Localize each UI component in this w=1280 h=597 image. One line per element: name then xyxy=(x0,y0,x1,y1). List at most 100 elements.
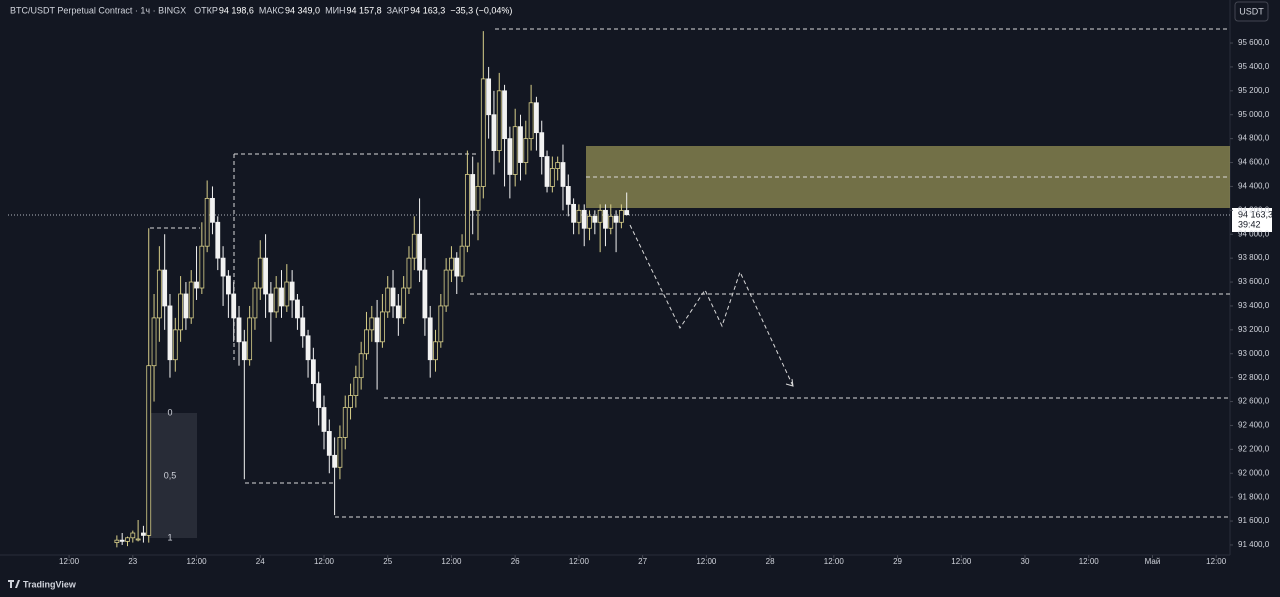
ohlc-key: МИН xyxy=(325,5,345,15)
currency-button[interactable] xyxy=(1234,1,1269,22)
x-tick-label: 29 xyxy=(893,557,902,566)
candle-body xyxy=(358,353,364,379)
candle-body xyxy=(178,293,183,331)
candle-body xyxy=(353,377,359,396)
change: −35,3 (−0,04%) xyxy=(450,5,512,15)
candle-body xyxy=(284,281,290,307)
x-tick-label: 12:00 xyxy=(314,557,335,566)
candle-body xyxy=(571,203,576,223)
ohlc-value: 94 349,0 xyxy=(285,5,320,15)
y-tick-label: 92 200,0 xyxy=(1238,444,1270,453)
candle-body xyxy=(125,537,130,542)
candle-body xyxy=(411,233,417,259)
candle-body xyxy=(162,269,168,307)
x-tick-label: 27 xyxy=(638,557,647,566)
candle-body xyxy=(518,126,523,163)
y-tick-label: 94 200,0 xyxy=(1238,205,1270,214)
candle-body xyxy=(194,281,199,289)
candle-body xyxy=(257,257,263,289)
countdown: 39:42 xyxy=(1238,219,1261,229)
candle-body xyxy=(539,132,545,157)
candle-body xyxy=(555,162,561,169)
candles xyxy=(114,31,630,548)
candle-body xyxy=(247,317,253,361)
candle-body xyxy=(321,407,327,432)
y-tick-label: 94 400,0 xyxy=(1238,182,1270,191)
ohlc-header: ОТКР 94 198,6 МАКС 94 349,0 МИН 94 157,8 ЗАКР 9… xyxy=(194,5,512,15)
candle-body xyxy=(119,539,125,542)
brand-name: TradingView xyxy=(23,579,77,589)
candle-body xyxy=(523,138,529,163)
x-tick-label: Май xyxy=(1145,557,1161,566)
candle-body xyxy=(587,215,592,229)
candle-body xyxy=(486,78,492,116)
candle-body xyxy=(475,186,481,211)
candle-body xyxy=(252,287,258,319)
candle-body xyxy=(135,538,141,541)
candle-body xyxy=(438,305,444,343)
x-tick-label: 24 xyxy=(256,557,265,566)
candle-body xyxy=(204,197,210,247)
candle-body xyxy=(326,431,332,456)
y-tick-label: 93 600,0 xyxy=(1238,277,1270,286)
candle-body xyxy=(470,174,476,211)
candle-body xyxy=(337,437,343,468)
candle-body xyxy=(459,245,465,277)
x-tick-label: 23 xyxy=(128,557,137,566)
ohlc-value: 94 163,3 xyxy=(410,5,445,15)
symbol-title: BTC/USDT Perpetual Contract · 1ч · BINGX xyxy=(10,5,186,15)
x-tick-label: 12:00 xyxy=(824,557,845,566)
x-tick-label: 12:00 xyxy=(696,557,717,566)
ohlc-key: МАКС xyxy=(259,5,285,15)
candle-body xyxy=(422,269,428,319)
x-tick-label: 12:00 xyxy=(1079,557,1100,566)
candle-body xyxy=(188,281,194,319)
ohlc-key: ЗАКР xyxy=(387,5,410,15)
y-tick-label: 91 800,0 xyxy=(1238,492,1270,501)
candle-body xyxy=(427,317,433,361)
x-tick-label: 12:00 xyxy=(569,557,590,566)
candle-body xyxy=(454,257,460,277)
x-tick-label: 28 xyxy=(766,557,775,566)
candle-body xyxy=(576,209,582,223)
candle-body xyxy=(305,335,311,361)
y-tick-label: 95 400,0 xyxy=(1238,62,1270,71)
ohlc-value: 94 198,6 xyxy=(219,5,254,15)
candle-body xyxy=(608,215,614,229)
candle-body xyxy=(603,209,608,229)
y-tick-label: 94 800,0 xyxy=(1238,134,1270,143)
candle-body xyxy=(183,293,189,319)
x-tick-label: 26 xyxy=(511,557,520,566)
y-tick-label: 92 000,0 xyxy=(1238,468,1270,477)
candle-body xyxy=(507,138,513,175)
candle-body xyxy=(385,287,391,313)
y-tick-label: 93 400,0 xyxy=(1238,301,1270,310)
fib-label: 0 xyxy=(167,407,172,417)
fib-box xyxy=(148,413,197,538)
candle-body xyxy=(295,299,300,319)
candle-body xyxy=(401,287,407,319)
candle-body xyxy=(241,341,247,361)
x-tick-label: 12:00 xyxy=(187,557,208,566)
x-tick-label: 30 xyxy=(1021,557,1030,566)
y-tick-label: 92 800,0 xyxy=(1238,373,1270,382)
y-tick-label: 95 200,0 xyxy=(1238,86,1270,95)
candle-body xyxy=(390,287,396,307)
last-price-box xyxy=(1232,208,1272,232)
fib-label: 0,5 xyxy=(164,470,177,480)
candle-body xyxy=(348,395,353,408)
candle-body xyxy=(141,532,146,536)
candle-body xyxy=(114,539,120,543)
y-tick-label: 94 000,0 xyxy=(1238,229,1270,238)
candle-body xyxy=(146,365,152,536)
candle-body xyxy=(491,114,497,151)
candle-body xyxy=(480,78,486,187)
currency-label[interactable]: USDT xyxy=(1239,6,1264,16)
candle-body xyxy=(565,186,571,205)
candle-body xyxy=(449,257,454,271)
candle-body xyxy=(225,275,231,295)
candle-body xyxy=(433,341,438,361)
y-tick-label: 91 600,0 xyxy=(1238,516,1270,525)
